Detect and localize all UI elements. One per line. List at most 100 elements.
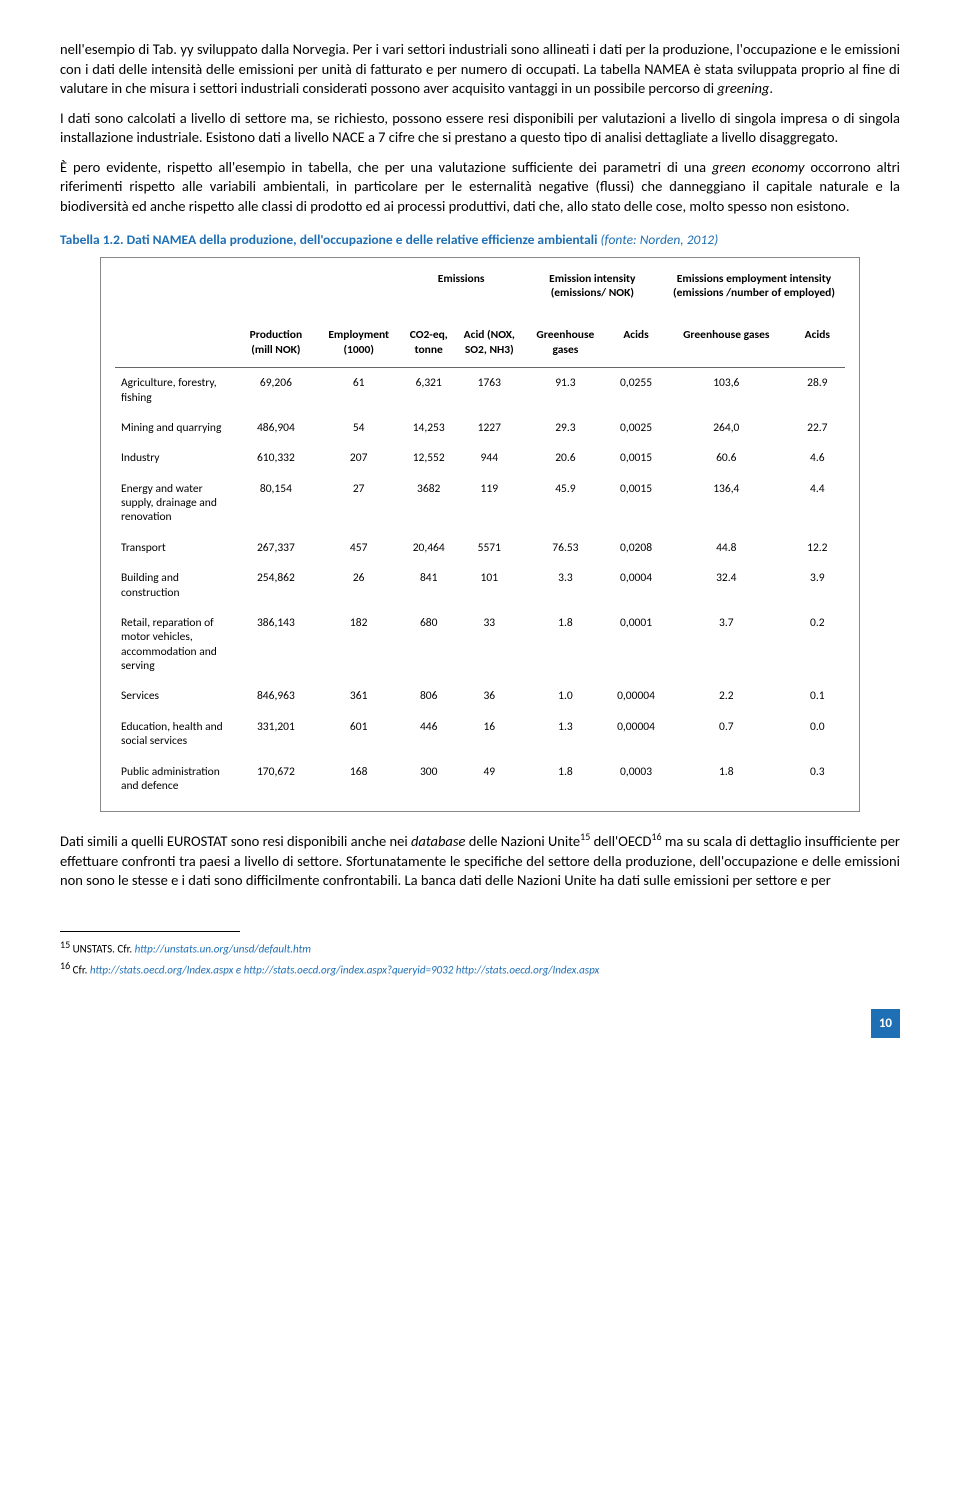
- paragraph-2: I dati sono calcolati a livello di setto…: [60, 109, 900, 148]
- col-acids1: Acids: [609, 324, 663, 367]
- col-acids2: Acids: [790, 324, 845, 367]
- cell-value: 1.0: [522, 681, 609, 711]
- cell-value: 386,143: [235, 608, 317, 682]
- col-production: Production (mill NOK): [235, 324, 317, 367]
- cell-value: 44.8: [663, 533, 790, 563]
- table-row: Industry610,33220712,55294420.60,001560.…: [115, 443, 845, 473]
- cell-value: 841: [401, 563, 457, 608]
- group-header-row: Emissions Emission intensity (emissions/…: [115, 268, 845, 311]
- cell-value: 12,552: [401, 443, 457, 473]
- sup-15: 15: [580, 830, 590, 843]
- cell-value: 0,0015: [609, 474, 663, 533]
- table-body: Agriculture, forestry, fishing69,206616,…: [115, 368, 845, 802]
- table-row: Services846,963361806361.00,000042.20.1: [115, 681, 845, 711]
- cell-sector: Mining and quarrying: [115, 413, 235, 443]
- p4-text-d: dell'OECD: [590, 832, 651, 850]
- cell-value: 1.8: [663, 757, 790, 802]
- cell-value: 3.3: [522, 563, 609, 608]
- p4-text-a: Dati simili a quelli EUROSTAT sono resi …: [60, 832, 411, 850]
- cell-value: 4.4: [790, 474, 845, 533]
- cell-value: 680: [401, 608, 457, 682]
- fn15-num: 15: [60, 938, 70, 951]
- cell-value: 1.3: [522, 712, 609, 757]
- cell-value: 14,253: [401, 413, 457, 443]
- cell-value: 91.3: [522, 368, 609, 413]
- col-employment: Employment (1000): [317, 324, 401, 367]
- col-ghg1: Greenhouse gases: [522, 324, 609, 367]
- cell-value: 33: [457, 608, 522, 682]
- cell-sector: Agriculture, forestry, fishing: [115, 368, 235, 413]
- cell-value: 27: [317, 474, 401, 533]
- fn16-link: http://stats.oecd.org/Index.aspx e http:…: [90, 964, 599, 977]
- sup-16: 16: [651, 830, 661, 843]
- cell-value: 76.53: [522, 533, 609, 563]
- cell-value: 26: [317, 563, 401, 608]
- cell-value: 69,206: [235, 368, 317, 413]
- cell-value: 254,862: [235, 563, 317, 608]
- col-header-row: Production (mill NOK) Employment (1000) …: [115, 324, 845, 367]
- cell-value: 3.7: [663, 608, 790, 682]
- cell-value: 207: [317, 443, 401, 473]
- cell-value: 601: [317, 712, 401, 757]
- p1-text-b: greening: [717, 79, 769, 97]
- footnote-16: 16 Cfr. http://stats.oecd.org/Index.aspx…: [60, 959, 900, 979]
- cell-value: 0,0001: [609, 608, 663, 682]
- cell-sector: Public administration and defence: [115, 757, 235, 802]
- cell-value: 61: [317, 368, 401, 413]
- cell-value: 2.2: [663, 681, 790, 711]
- caption-source: (fonte: Norden, 2012): [600, 231, 718, 248]
- cell-value: 170,672: [235, 757, 317, 802]
- footnotes-rule: [60, 931, 240, 936]
- grp-emp-intensity: Emissions employment intensity (emission…: [663, 268, 845, 311]
- cell-value: 119: [457, 474, 522, 533]
- cell-sector: Transport: [115, 533, 235, 563]
- cell-value: 361: [317, 681, 401, 711]
- table-row: Public administration and defence170,672…: [115, 757, 845, 802]
- cell-sector: Education, health and social services: [115, 712, 235, 757]
- cell-value: 136,4: [663, 474, 790, 533]
- cell-value: 22.7: [790, 413, 845, 443]
- cell-value: 182: [317, 608, 401, 682]
- cell-value: 101: [457, 563, 522, 608]
- cell-value: 0.2: [790, 608, 845, 682]
- cell-value: 610,332: [235, 443, 317, 473]
- col-sector: [115, 324, 235, 367]
- cell-value: 60.6: [663, 443, 790, 473]
- cell-sector: Energy and water supply, drainage and re…: [115, 474, 235, 533]
- p2-text: I dati sono calcolati a livello di setto…: [60, 109, 900, 147]
- cell-value: 331,201: [235, 712, 317, 757]
- footnote-15: 15 UNSTATS. Cfr. http://unstats.un.org/u…: [60, 938, 900, 958]
- cell-value: 80,154: [235, 474, 317, 533]
- cell-value: 846,963: [235, 681, 317, 711]
- cell-value: 0.0: [790, 712, 845, 757]
- cell-value: 0,0003: [609, 757, 663, 802]
- cell-value: 264,0: [663, 413, 790, 443]
- cell-value: 0,0004: [609, 563, 663, 608]
- grp-intensity: Emission intensity (emissions/ NOK): [522, 268, 663, 311]
- cell-value: 36: [457, 681, 522, 711]
- cell-value: 4.6: [790, 443, 845, 473]
- cell-value: 267,337: [235, 533, 317, 563]
- cell-value: 12.2: [790, 533, 845, 563]
- table-row: Mining and quarrying486,9045414,25312272…: [115, 413, 845, 443]
- cell-sector: Industry: [115, 443, 235, 473]
- cell-value: 168: [317, 757, 401, 802]
- table-caption: Tabella 1.2. Dati NAMEA della produzione…: [60, 231, 900, 249]
- p1-text-c: .: [769, 79, 773, 97]
- table-row: Retail, reparation of motor vehicles, ac…: [115, 608, 845, 682]
- cell-value: 300: [401, 757, 457, 802]
- cell-value: 0.3: [790, 757, 845, 802]
- cell-value: 54: [317, 413, 401, 443]
- fn16-text: Cfr.: [70, 964, 90, 977]
- cell-value: 944: [457, 443, 522, 473]
- p3-text-a: È pero evidente, rispetto all'esempio in…: [60, 158, 712, 176]
- caption-label: Tabella 1.2. Dati NAMEA della produzione…: [60, 231, 600, 248]
- cell-value: 0,0255: [609, 368, 663, 413]
- cell-value: 1.8: [522, 757, 609, 802]
- cell-value: 0,0015: [609, 443, 663, 473]
- table-row: Energy and water supply, drainage and re…: [115, 474, 845, 533]
- cell-value: 457: [317, 533, 401, 563]
- cell-value: 29.3: [522, 413, 609, 443]
- table-row: Agriculture, forestry, fishing69,206616,…: [115, 368, 845, 413]
- cell-sector: Retail, reparation of motor vehicles, ac…: [115, 608, 235, 682]
